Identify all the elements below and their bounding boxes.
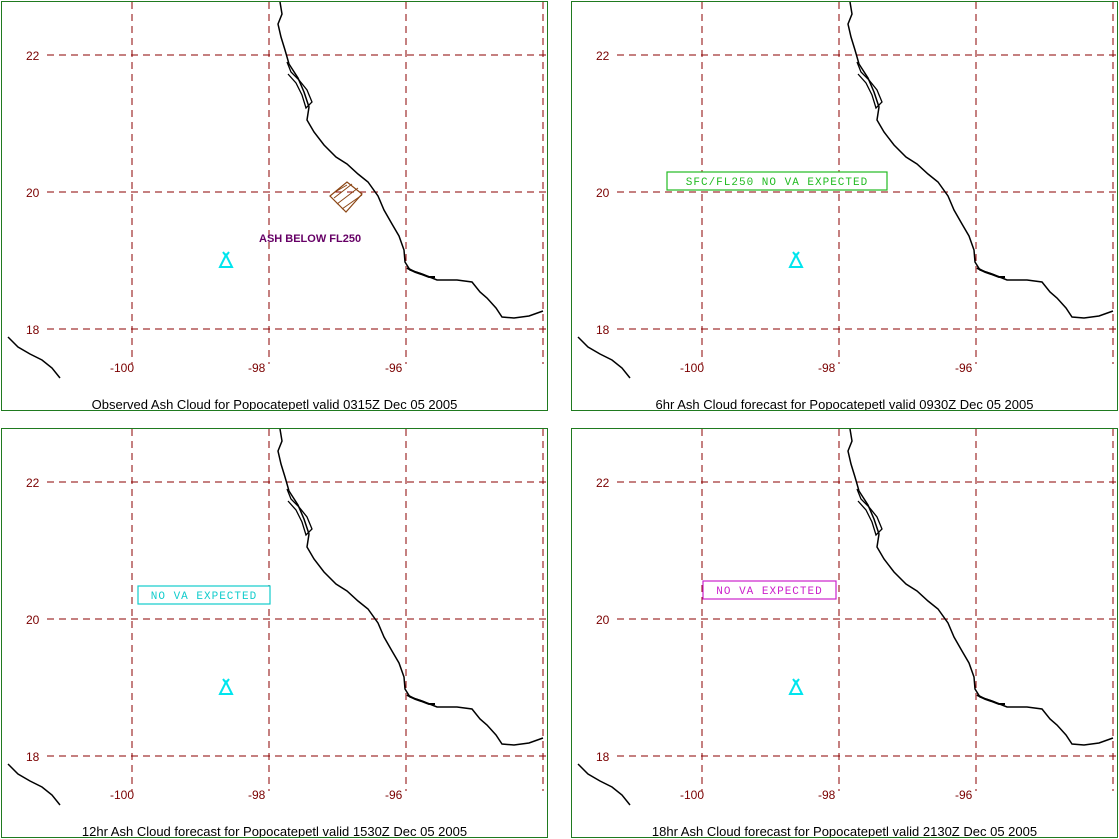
lon-label: -98 — [248, 361, 266, 375]
lon-label: -98 — [818, 788, 836, 802]
volcano-triangle-icon — [218, 678, 234, 695]
map-panel-observed: 22 20 18 -100 -98 -96 ASH BELOW FL250 Observed … — [1, 1, 548, 411]
lat-label: 22 — [26, 49, 40, 63]
lon-label: -96 — [385, 788, 403, 802]
panel-caption: 6hr Ash Cloud forecast for Popocatepetl … — [655, 397, 1034, 411]
lat-label: 20 — [26, 186, 40, 200]
lat-label: 20 — [26, 613, 40, 627]
coast-detail — [406, 694, 435, 705]
forecast-note-text: NO VA EXPECTED — [151, 591, 257, 603]
lat-label: 18 — [26, 323, 40, 337]
ash-cloud-label: ASH BELOW FL250 — [259, 233, 361, 245]
forecast-note-text: SFC/FL250 NO VA EXPECTED — [686, 177, 868, 189]
lagoon-outline — [286, 488, 313, 537]
volcano-triangle-icon — [218, 251, 234, 268]
lon-label: -96 — [385, 361, 403, 375]
forecast-note-box — [137, 585, 271, 605]
lon-label: -98 — [248, 788, 266, 802]
lat-label: 18 — [596, 750, 610, 764]
map-panel-18hr: 22 20 18 -100 -98 -96 NO VA EXPECTED 18hr Ash C… — [571, 428, 1118, 838]
map-canvas: 22 20 18 -100 -98 -96 NO VA EXPECTED — [7, 429, 547, 806]
lat-label: 20 — [596, 613, 610, 627]
forecast-note-box — [702, 580, 837, 600]
lat-label: 18 — [596, 323, 610, 337]
west-coastline — [577, 763, 631, 806]
west-coastline — [7, 336, 61, 379]
west-coastline — [577, 336, 631, 379]
volcano-triangle-icon — [788, 251, 804, 268]
lat-label: 20 — [596, 186, 610, 200]
volcano-triangle-icon — [788, 678, 804, 695]
panel-caption: 12hr Ash Cloud forecast for Popocatepetl… — [81, 824, 468, 838]
map-canvas: 22 20 18 -100 -98 -96 SFC/FL250 NO VA EXPECTED — [577, 2, 1117, 379]
forecast-note-text: NO VA EXPECTED — [716, 586, 822, 598]
lagoon-outline — [856, 61, 883, 110]
coastline — [277, 2, 544, 319]
lon-label: -100 — [680, 361, 704, 375]
coast-detail — [976, 694, 1005, 705]
west-coastline — [7, 763, 61, 806]
lat-label: 18 — [26, 750, 40, 764]
lagoon-outline — [856, 488, 883, 537]
lagoon-outline — [286, 61, 313, 110]
map-panel-6hr: 22 20 18 -100 -98 -96 SFC/FL250 NO VA EXPECTED… — [571, 1, 1118, 411]
coastline — [847, 2, 1114, 319]
map-canvas: 22 20 18 -100 -98 -96 NO VA EXPECTED — [577, 429, 1117, 806]
lon-label: -96 — [955, 361, 973, 375]
panel-caption: Observed Ash Cloud for Popocatepetl vali… — [91, 397, 458, 411]
coast-detail — [976, 267, 1005, 278]
panel-caption: 18hr Ash Cloud forecast for Popocatepetl… — [651, 824, 1038, 838]
lat-label: 22 — [26, 476, 40, 490]
coast-detail — [406, 267, 435, 278]
lon-label: -100 — [110, 361, 134, 375]
lon-label: -100 — [680, 788, 704, 802]
lon-label: -98 — [818, 361, 836, 375]
map-panel-12hr: 22 20 18 -100 -98 -96 NO VA EXPECTED 12hr Ash C… — [1, 428, 548, 838]
lat-label: 22 — [596, 49, 610, 63]
ash-cloud-polygon — [329, 181, 363, 213]
forecast-note-box — [666, 171, 888, 191]
lat-label: 22 — [596, 476, 610, 490]
map-canvas: 22 20 18 -100 -98 -96 ASH BELOW FL250 — [7, 2, 547, 379]
coastline — [847, 429, 1114, 746]
coastline — [277, 429, 544, 746]
lon-label: -100 — [110, 788, 134, 802]
lon-label: -96 — [955, 788, 973, 802]
